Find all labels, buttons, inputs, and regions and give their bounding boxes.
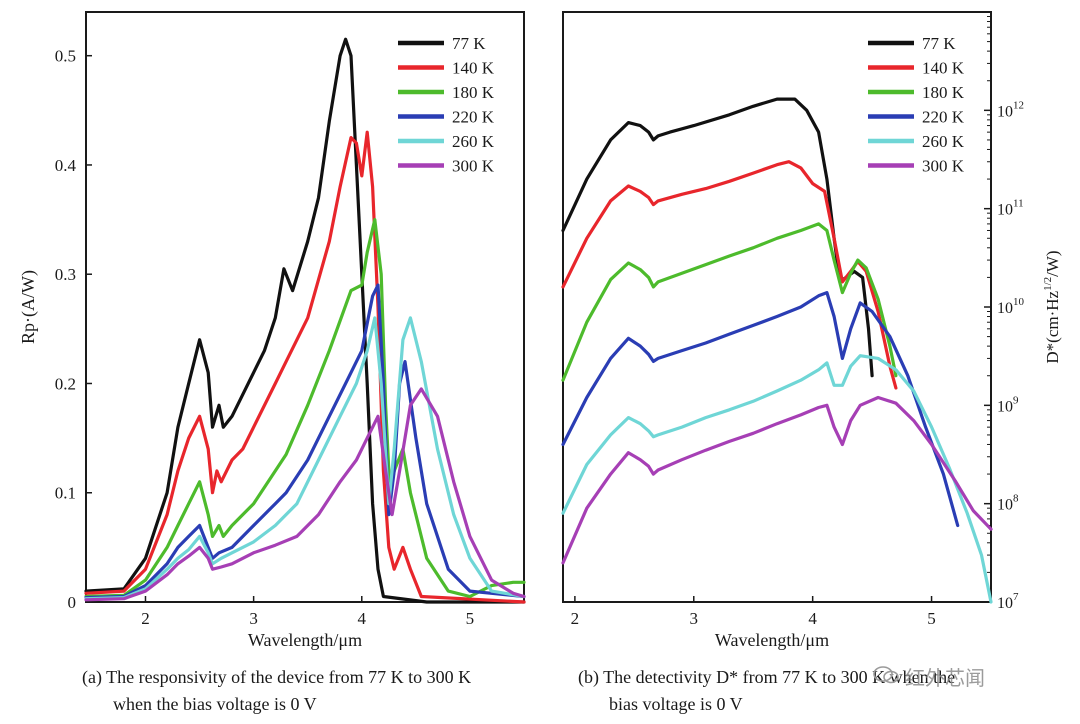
legend-label: 220 K [922,108,965,127]
x-axis-label-b: Wavelength/μm [715,630,829,650]
caption-a-line2: when the bias voltage is 0 V [113,694,317,714]
series-line-180k [561,222,898,382]
series-group-b [561,97,993,604]
y-tick-label: 109 [997,394,1019,415]
y-tick-label: 0 [68,593,77,612]
x-tick-label: 2 [571,609,580,628]
x-tick-label: 3 [249,609,258,628]
y-tick-label: 1012 [997,99,1024,120]
x-tick-label: 4 [808,609,817,628]
watermark-logo-icon [873,666,899,684]
y-tick-label: 1011 [997,198,1024,219]
x-tick-label: 5 [466,609,475,628]
series-line-300k [561,395,993,565]
legend-label: 220 K [452,108,495,127]
y-tick-label: 107 [997,591,1019,612]
series-line-77k [561,97,874,378]
series-line-180k [84,218,526,599]
legend-a: 77 K 140 K 180 K 220 K 260 K 300 K [398,34,495,176]
caption-a: (a) The responsivity of the device from … [82,664,471,718]
legend-label: 300 K [922,157,965,176]
y-tick-label: 0.2 [55,374,76,393]
x-axis-label-a: Wavelength/μm [248,630,362,650]
y-axis-label-a: Rp·(A/W) [18,270,39,344]
y-axis-label-b: D*(cm·Hz1/2/W) [1042,250,1062,363]
y-tick-label: 0.1 [55,484,76,503]
series-line-220k [561,291,960,528]
watermark-text: 红外芯闻 [905,666,985,690]
legend-label: 300 K [452,157,495,176]
y-axis-label-b-rest: /W) [1043,250,1062,276]
y-tick-label: 0.5 [55,47,76,66]
legend-label: 260 K [452,132,495,151]
legend-b: 77 K 140 K 180 K 220 K 260 K 300 K [868,34,965,176]
y-tick-label: 0.3 [55,265,76,284]
legend-label: 260 K [922,132,965,151]
series-group-a [84,37,526,604]
series-line-220k [84,283,526,600]
series-line-77k [84,37,526,604]
x-ticks-b: 2 3 4 5 [571,596,936,628]
y-tick-label: 1010 [997,296,1025,317]
y-axis-label-b-text: D*(cm·Hz [1043,290,1062,363]
legend-label: 180 K [922,83,965,102]
series-line-260k [84,316,526,601]
caption-a-line1: (a) The responsivity of the device from … [82,667,472,687]
x-tick-label: 5 [927,609,936,628]
legend-label: 77 K [452,34,486,53]
series-line-300k [84,387,526,602]
plot-frame-a [85,11,525,603]
y-tick-label: 108 [997,493,1019,514]
x-tick-label: 2 [141,609,150,628]
legend-label: 140 K [452,59,495,78]
y-axis-label-b-sup: 1/2 [1042,277,1054,291]
panel-a-responsivity: 2 3 4 5 0 0.1 0.2 0.3 0.4 0.5 77 K 140 K 180 K 220 … [18,11,526,650]
series-line-260k [561,354,993,604]
x-tick-label: 3 [690,609,699,628]
caption-b-line1: (b) The detectivity D* from 77 K to 300 … [578,667,956,687]
legend-label: 180 K [452,83,495,102]
series-line-140k [84,130,526,604]
y-tick-label: 0.4 [55,156,77,175]
legend-label: 77 K [922,34,956,53]
caption-b-line2: bias voltage is 0 V [609,694,743,714]
x-tick-label: 4 [358,609,367,628]
panel-b-detectivity: 2 3 4 5 107 108 109 1010 1011 1012 77 K 140 K 180 … [561,11,1062,650]
caption-b: (b) The detectivity D* from 77 K to 300 … [578,664,955,718]
y-ticks-a: 0 0.1 0.2 0.3 0.4 0.5 [55,47,92,612]
legend-label: 140 K [922,59,965,78]
